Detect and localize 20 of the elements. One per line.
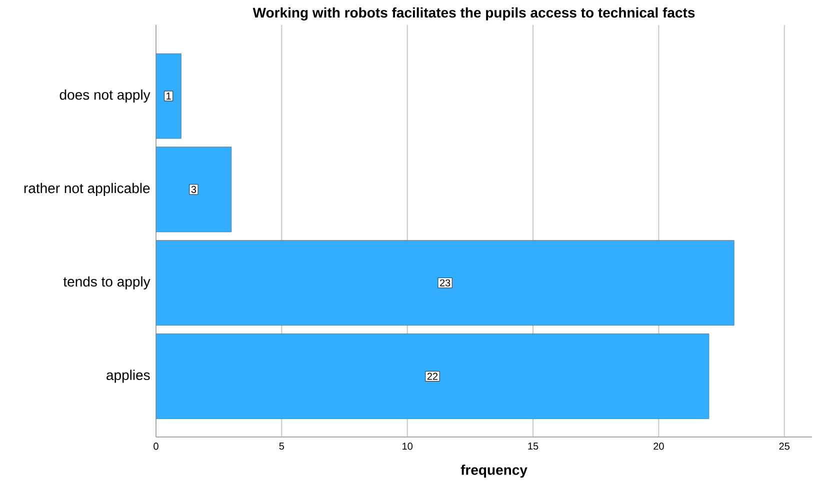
data-label: 23 bbox=[440, 279, 450, 286]
y-tick-label: tends to apply bbox=[63, 276, 150, 290]
x-tick-label: 5 bbox=[279, 442, 284, 450]
bar bbox=[156, 240, 734, 326]
chart-title: Working with robots facilitates the pupils access to technical facts bbox=[252, 7, 695, 20]
y-tick-label: rather not applicable bbox=[24, 182, 150, 196]
x-tick-label: 25 bbox=[779, 442, 790, 450]
x-tick-label: 0 bbox=[154, 442, 158, 450]
data-label: 1 bbox=[166, 92, 171, 100]
y-tick-label: applies bbox=[106, 370, 150, 383]
bar bbox=[156, 53, 182, 139]
data-label: 3 bbox=[191, 186, 196, 193]
x-axis-title: frequency bbox=[460, 464, 528, 478]
data-label: 22 bbox=[427, 372, 438, 380]
bar bbox=[156, 146, 232, 232]
bar bbox=[156, 334, 710, 419]
x-tick-label: 20 bbox=[654, 442, 664, 450]
x-tick-label: 15 bbox=[528, 442, 538, 450]
y-tick-label: does not apply bbox=[60, 89, 150, 103]
x-tick-label: 10 bbox=[402, 442, 413, 450]
